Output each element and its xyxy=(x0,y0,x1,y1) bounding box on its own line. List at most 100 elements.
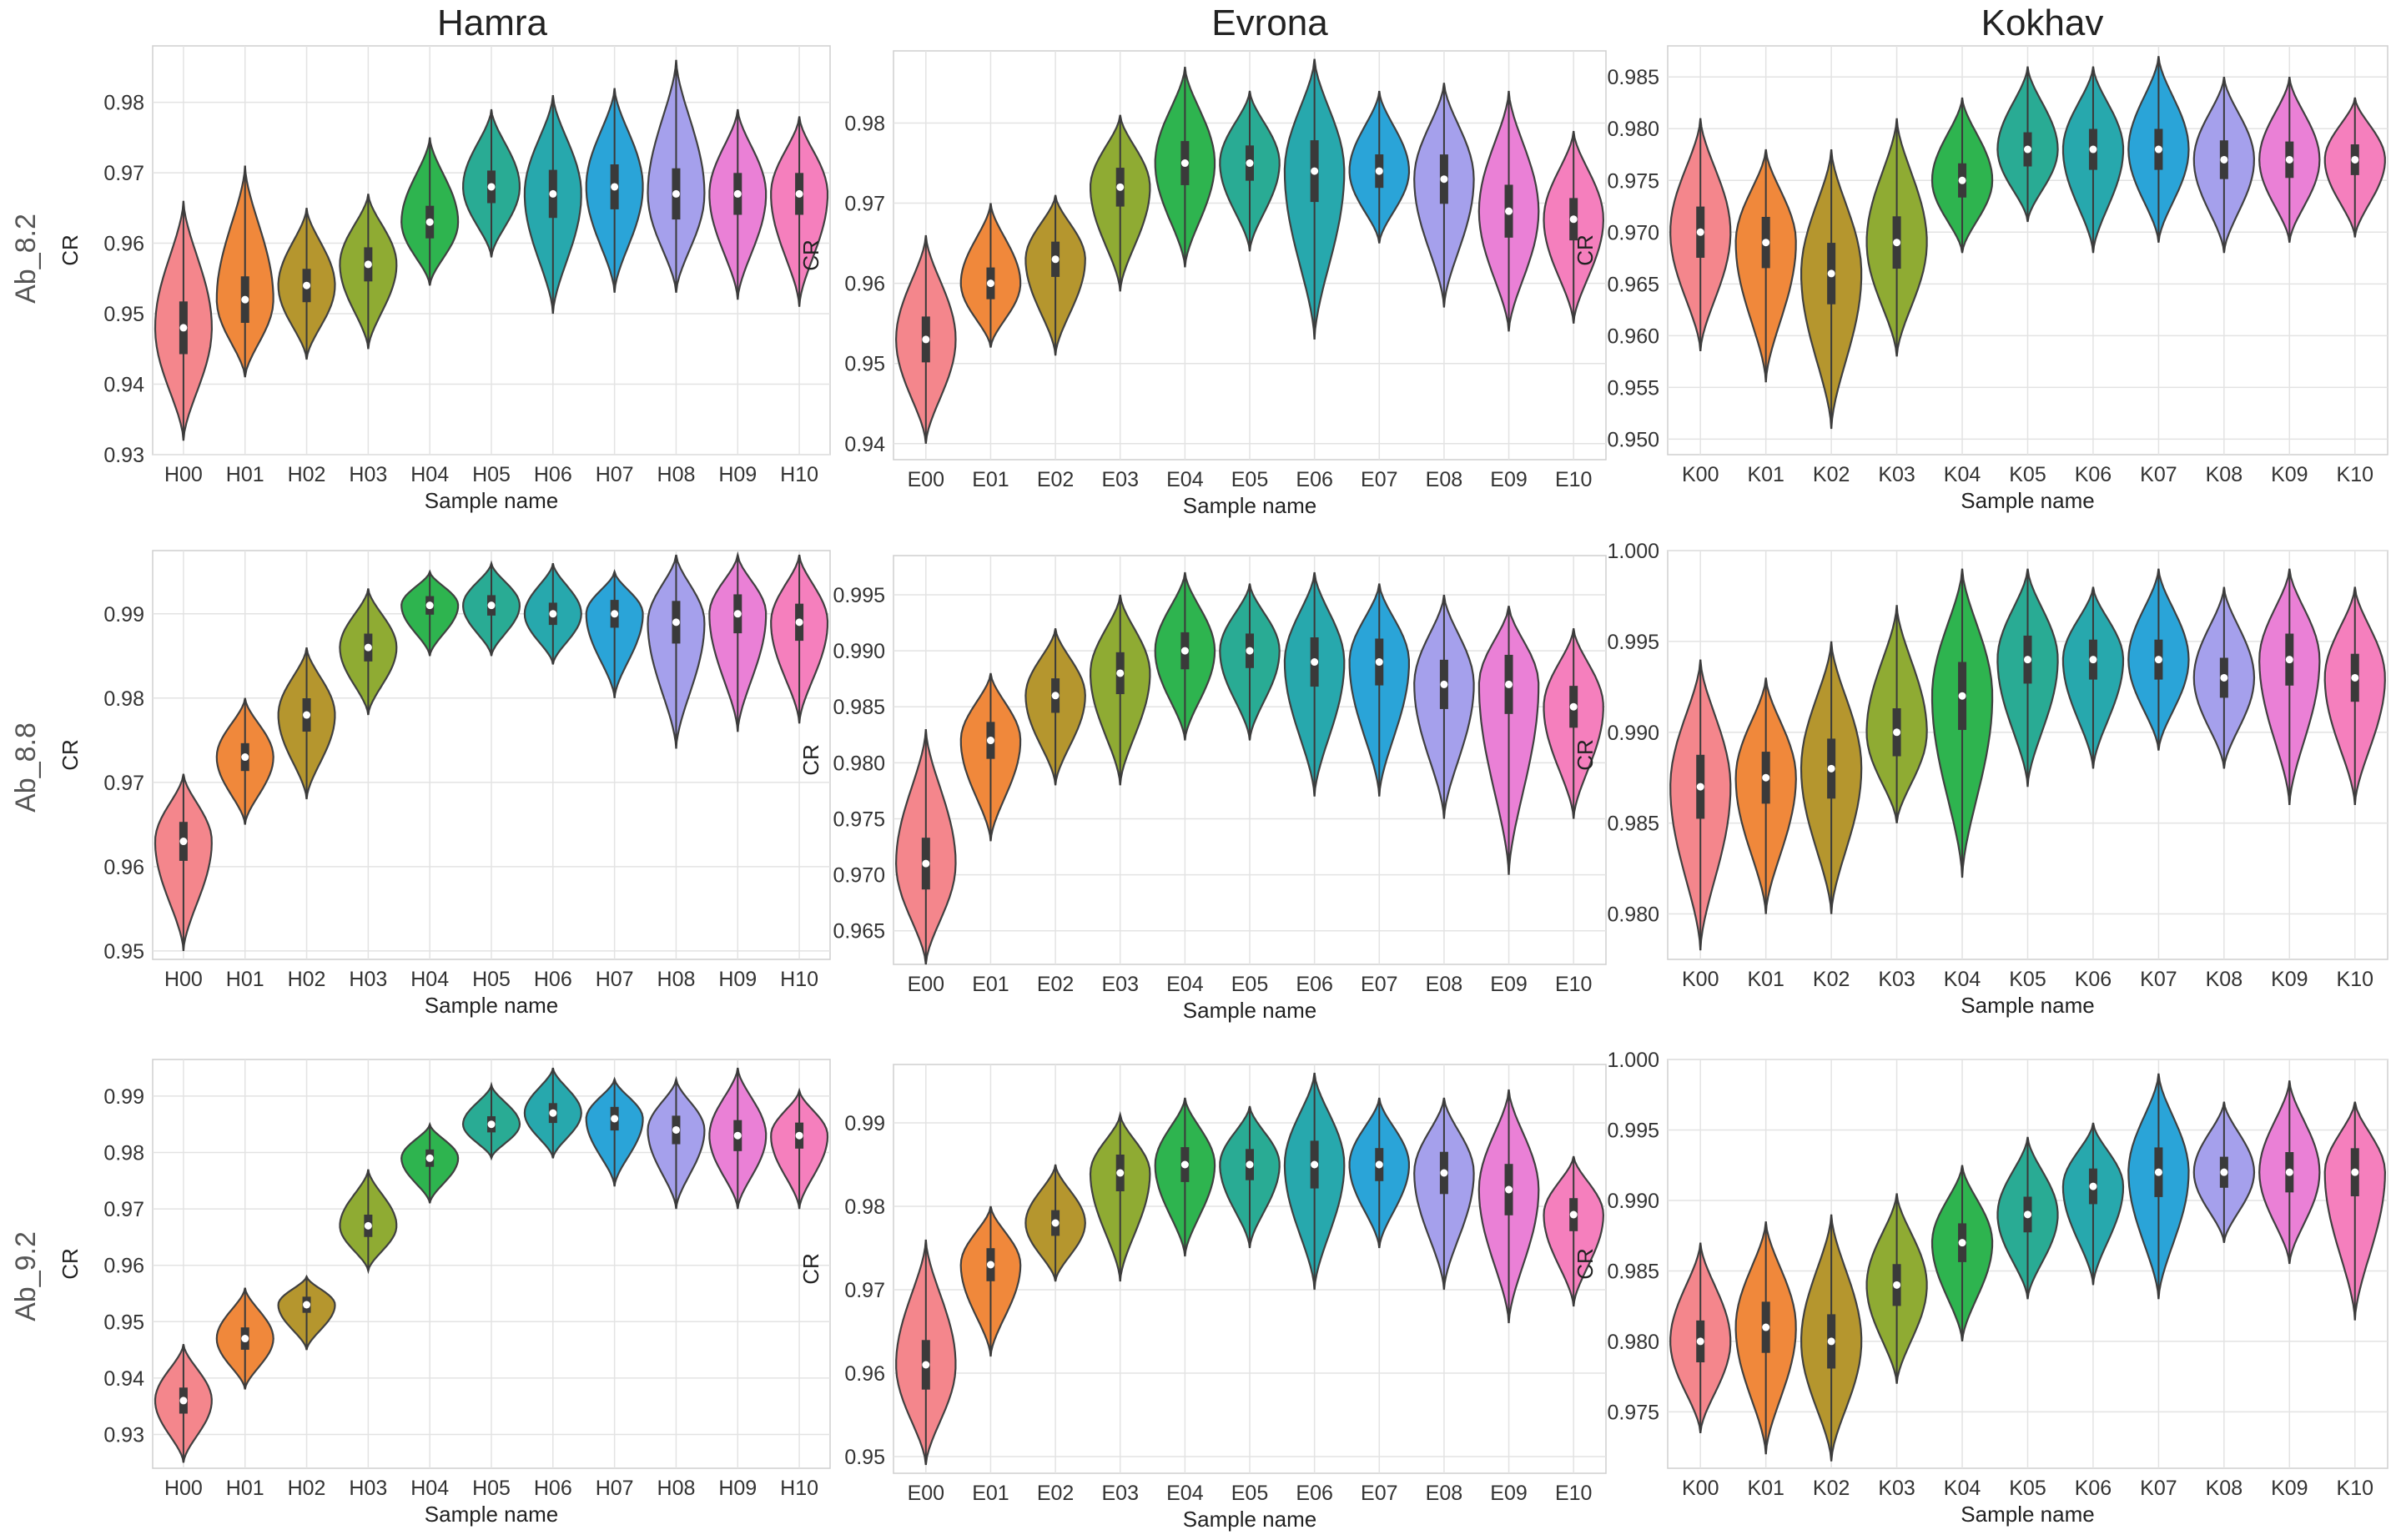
x-tick-label: E03 xyxy=(1101,468,1138,491)
x-tick-label: H03 xyxy=(349,1477,387,1500)
x-tick-label: K06 xyxy=(2075,1477,2112,1500)
x-tick-label: E09 xyxy=(1490,1482,1527,1505)
y-tick-label: 0.94 xyxy=(103,374,144,397)
x-tick-label: H09 xyxy=(718,968,757,991)
median-marker-h10 xyxy=(795,1131,803,1140)
median-marker-e00 xyxy=(922,859,930,868)
x-tick-label: K10 xyxy=(2337,1477,2373,1500)
x-tick-label: H10 xyxy=(780,463,818,486)
median-marker-e10 xyxy=(1569,1210,1578,1219)
x-tick-label: H08 xyxy=(657,1477,696,1500)
x-tick-label: H00 xyxy=(164,968,203,991)
x-tick-label: K05 xyxy=(2009,968,2046,991)
median-marker-e03 xyxy=(1116,1169,1125,1177)
x-tick-label: H02 xyxy=(288,968,326,991)
y-tick-label: 0.980 xyxy=(1607,1331,1659,1354)
x-tick-label: H02 xyxy=(288,1477,326,1500)
y-tick-label: 0.985 xyxy=(1607,1260,1659,1283)
x-tick-label: E06 xyxy=(1296,468,1332,491)
y-tick-label: 0.985 xyxy=(833,696,885,719)
x-tick-label: H06 xyxy=(534,968,572,991)
x-tick-label: K06 xyxy=(2075,968,2112,991)
median-marker-k05 xyxy=(2024,656,2031,664)
median-marker-h05 xyxy=(487,601,496,610)
median-marker-k10 xyxy=(2351,673,2359,682)
y-tick-label: 0.94 xyxy=(103,1367,144,1391)
median-marker-h01 xyxy=(241,753,249,762)
x-tick-label: H06 xyxy=(534,1477,572,1500)
median-marker-h09 xyxy=(733,1131,742,1140)
median-marker-e01 xyxy=(986,279,994,288)
x-tick-label: K05 xyxy=(2009,463,2046,486)
x-tick-label: H05 xyxy=(472,968,511,991)
y-tick-label: 0.975 xyxy=(1607,1401,1659,1424)
row-label-ab-8-2: Ab_8.2 xyxy=(10,214,42,304)
y-tick-label: 0.980 xyxy=(1607,118,1659,141)
x-tick-label: K03 xyxy=(1878,1477,1915,1500)
y-axis-label: CR xyxy=(58,1248,83,1280)
x-tick-label: E05 xyxy=(1231,973,1268,996)
x-tick-label: H06 xyxy=(534,463,572,486)
x-tick-label: K02 xyxy=(1813,1477,1850,1500)
median-marker-e09 xyxy=(1505,1185,1513,1194)
x-tick-label: E02 xyxy=(1037,1482,1074,1505)
x-tick-label: K09 xyxy=(2271,1477,2308,1500)
y-tick-label: 0.95 xyxy=(103,1311,144,1334)
median-marker-h09 xyxy=(733,189,742,198)
y-axis-label: CR xyxy=(58,234,83,266)
x-tick-label: H04 xyxy=(410,968,449,991)
median-marker-h07 xyxy=(611,1115,619,1123)
row-label-ab-9-2: Ab_9.2 xyxy=(10,1231,42,1321)
median-marker-e06 xyxy=(1311,658,1319,667)
x-tick-label: H00 xyxy=(164,1477,203,1500)
median-marker-e00 xyxy=(922,1361,930,1369)
median-marker-k05 xyxy=(2024,145,2031,153)
x-axis-label: Sample name xyxy=(1961,1502,2094,1527)
y-tick-label: 0.96 xyxy=(103,856,144,879)
x-tick-label: K04 xyxy=(1944,463,1981,486)
x-tick-label: H03 xyxy=(349,463,387,486)
median-marker-k01 xyxy=(1762,1323,1770,1331)
chart-panel-hamra-ab-9-2: 0.93 0.94 0.95 0.96 0.97 0.98 0.99 CR H00 H01 H02 H… xyxy=(58,1059,831,1527)
y-tick-label: 0.980 xyxy=(1607,903,1659,927)
chart-panel-evrona-ab-9-2: 0.95 0.96 0.97 0.98 0.99 CR E00 E01 E02 E03 E04 E05… xyxy=(798,1064,1607,1532)
x-tick-label: E02 xyxy=(1037,468,1074,491)
median-marker-e04 xyxy=(1180,1160,1189,1169)
x-tick-label: E04 xyxy=(1166,1482,1204,1505)
y-tick-label: 0.96 xyxy=(844,273,885,296)
median-marker-k06 xyxy=(2089,1182,2097,1190)
median-marker-h04 xyxy=(425,218,434,226)
x-tick-label: H05 xyxy=(472,463,511,486)
x-tick-label: E02 xyxy=(1037,973,1074,996)
median-marker-h03 xyxy=(364,1221,372,1230)
median-marker-e07 xyxy=(1375,658,1383,667)
median-marker-k07 xyxy=(2154,656,2162,664)
median-marker-k06 xyxy=(2089,656,2097,664)
x-tick-label: E10 xyxy=(1555,973,1592,996)
median-marker-h08 xyxy=(672,189,680,198)
median-marker-k03 xyxy=(1893,1281,1901,1289)
median-marker-k04 xyxy=(1958,692,1966,700)
y-tick-label: 0.975 xyxy=(1607,169,1659,193)
median-marker-k03 xyxy=(1893,728,1901,737)
x-tick-label: K03 xyxy=(1878,463,1915,486)
x-tick-label: K08 xyxy=(2206,463,2242,486)
x-tick-label: H01 xyxy=(226,463,264,486)
column-title-evrona: Evrona xyxy=(1211,3,1328,43)
y-tick-label: 0.995 xyxy=(1607,631,1659,654)
median-marker-e09 xyxy=(1505,680,1513,688)
x-tick-label: E08 xyxy=(1426,973,1462,996)
y-tick-label: 0.955 xyxy=(1607,376,1659,400)
median-marker-h02 xyxy=(303,281,311,289)
y-axis-label: CR xyxy=(1573,739,1598,771)
x-tick-label: E04 xyxy=(1166,973,1204,996)
median-marker-h09 xyxy=(733,610,742,618)
x-tick-label: E00 xyxy=(908,973,944,996)
y-tick-label: 0.950 xyxy=(1607,428,1659,451)
y-tick-label: 0.93 xyxy=(103,1423,144,1447)
x-tick-label: E10 xyxy=(1555,468,1592,491)
y-tick-label: 0.95 xyxy=(844,1446,885,1469)
x-tick-label: E03 xyxy=(1101,973,1138,996)
y-tick-label: 0.97 xyxy=(103,772,144,795)
